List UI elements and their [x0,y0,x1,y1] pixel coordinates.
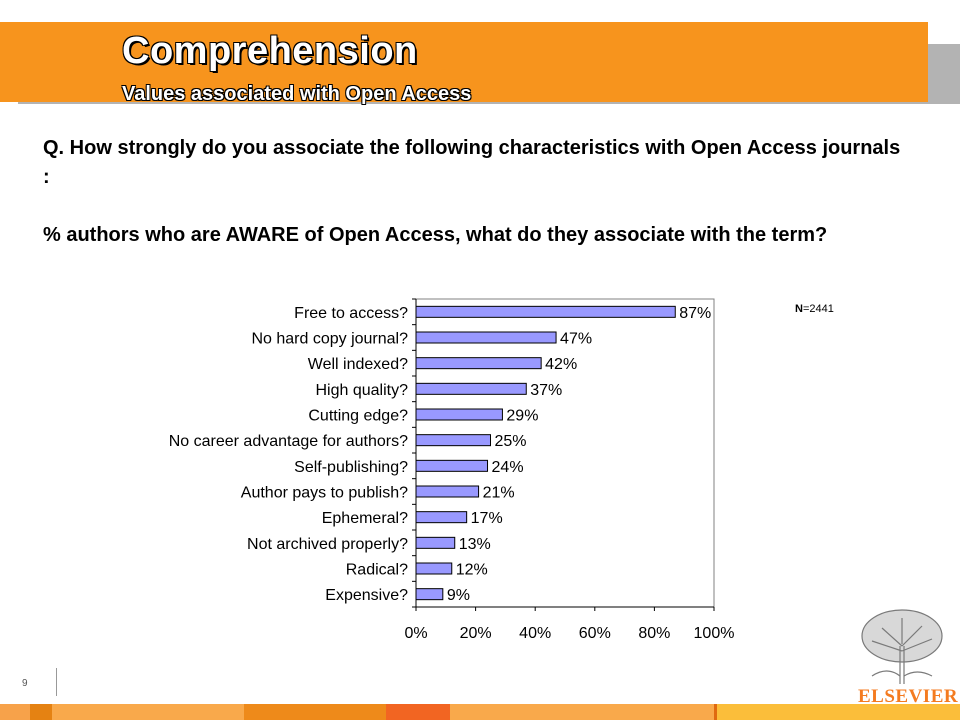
title-banner [0,22,928,102]
question-text: Q. How strongly do you associate the fol… [43,134,903,250]
category-label: Well indexed? [308,356,408,373]
category-label: Expensive? [325,587,408,604]
x-tick-label: 20% [460,625,492,642]
bar [415,331,557,344]
category-label: Radical? [346,562,408,579]
data-label: 37% [530,382,562,399]
category-label: Author pays to publish? [241,485,408,502]
category-label: Not archived properly? [247,536,408,553]
footer-color-bar [0,704,960,720]
x-tick-label: 80% [638,625,670,642]
data-label: 13% [459,536,491,553]
category-label: High quality? [316,382,409,399]
bar [415,588,444,601]
x-tick-label: 0% [404,625,427,642]
data-label: 42% [545,356,577,373]
bar [415,408,503,421]
question-line: Q. How strongly do you associate the fol… [43,137,901,188]
bar [415,305,676,318]
elsevier-tree-icon [861,609,943,684]
slide-title: Comprehension [122,30,418,72]
bar [415,485,480,498]
data-label: 21% [483,485,515,502]
category-label: No career advantage for authors? [169,433,408,450]
bar [415,357,542,370]
data-label: 12% [456,562,488,579]
data-label: 47% [560,331,592,348]
data-label: 87% [679,305,711,322]
data-label: 25% [495,433,527,450]
x-tick-label: 60% [579,625,611,642]
question-audience-line: % authors who are AWARE of Open Access, … [43,224,828,246]
data-label: 17% [471,510,503,527]
data-label: 9% [447,587,470,604]
sample-size-n: N [795,303,803,315]
slide-subtitle: Values associated with Open Access [122,83,472,105]
category-label: Cutting edge? [308,408,408,425]
data-label: 29% [506,408,538,425]
sample-size-value: =2441 [802,303,834,315]
category-label: Free to access? [294,305,408,322]
category-label: Ephemeral? [322,510,408,527]
page-number: 9 [22,678,28,689]
bar [415,434,491,447]
page-divider [56,668,57,696]
bar [415,382,527,395]
bar [415,562,453,575]
x-tick-label: 100% [694,625,735,642]
category-label: No hard copy journal? [251,331,408,348]
bar [415,511,468,524]
category-label: Self-publishing? [294,459,408,476]
data-label: 24% [492,459,524,476]
elsevier-logo: ELSEVIER [858,686,959,707]
x-tick-label: 40% [519,625,551,642]
sample-size-label: N=2441 [795,303,834,315]
bar [415,536,456,549]
bar [415,459,489,472]
